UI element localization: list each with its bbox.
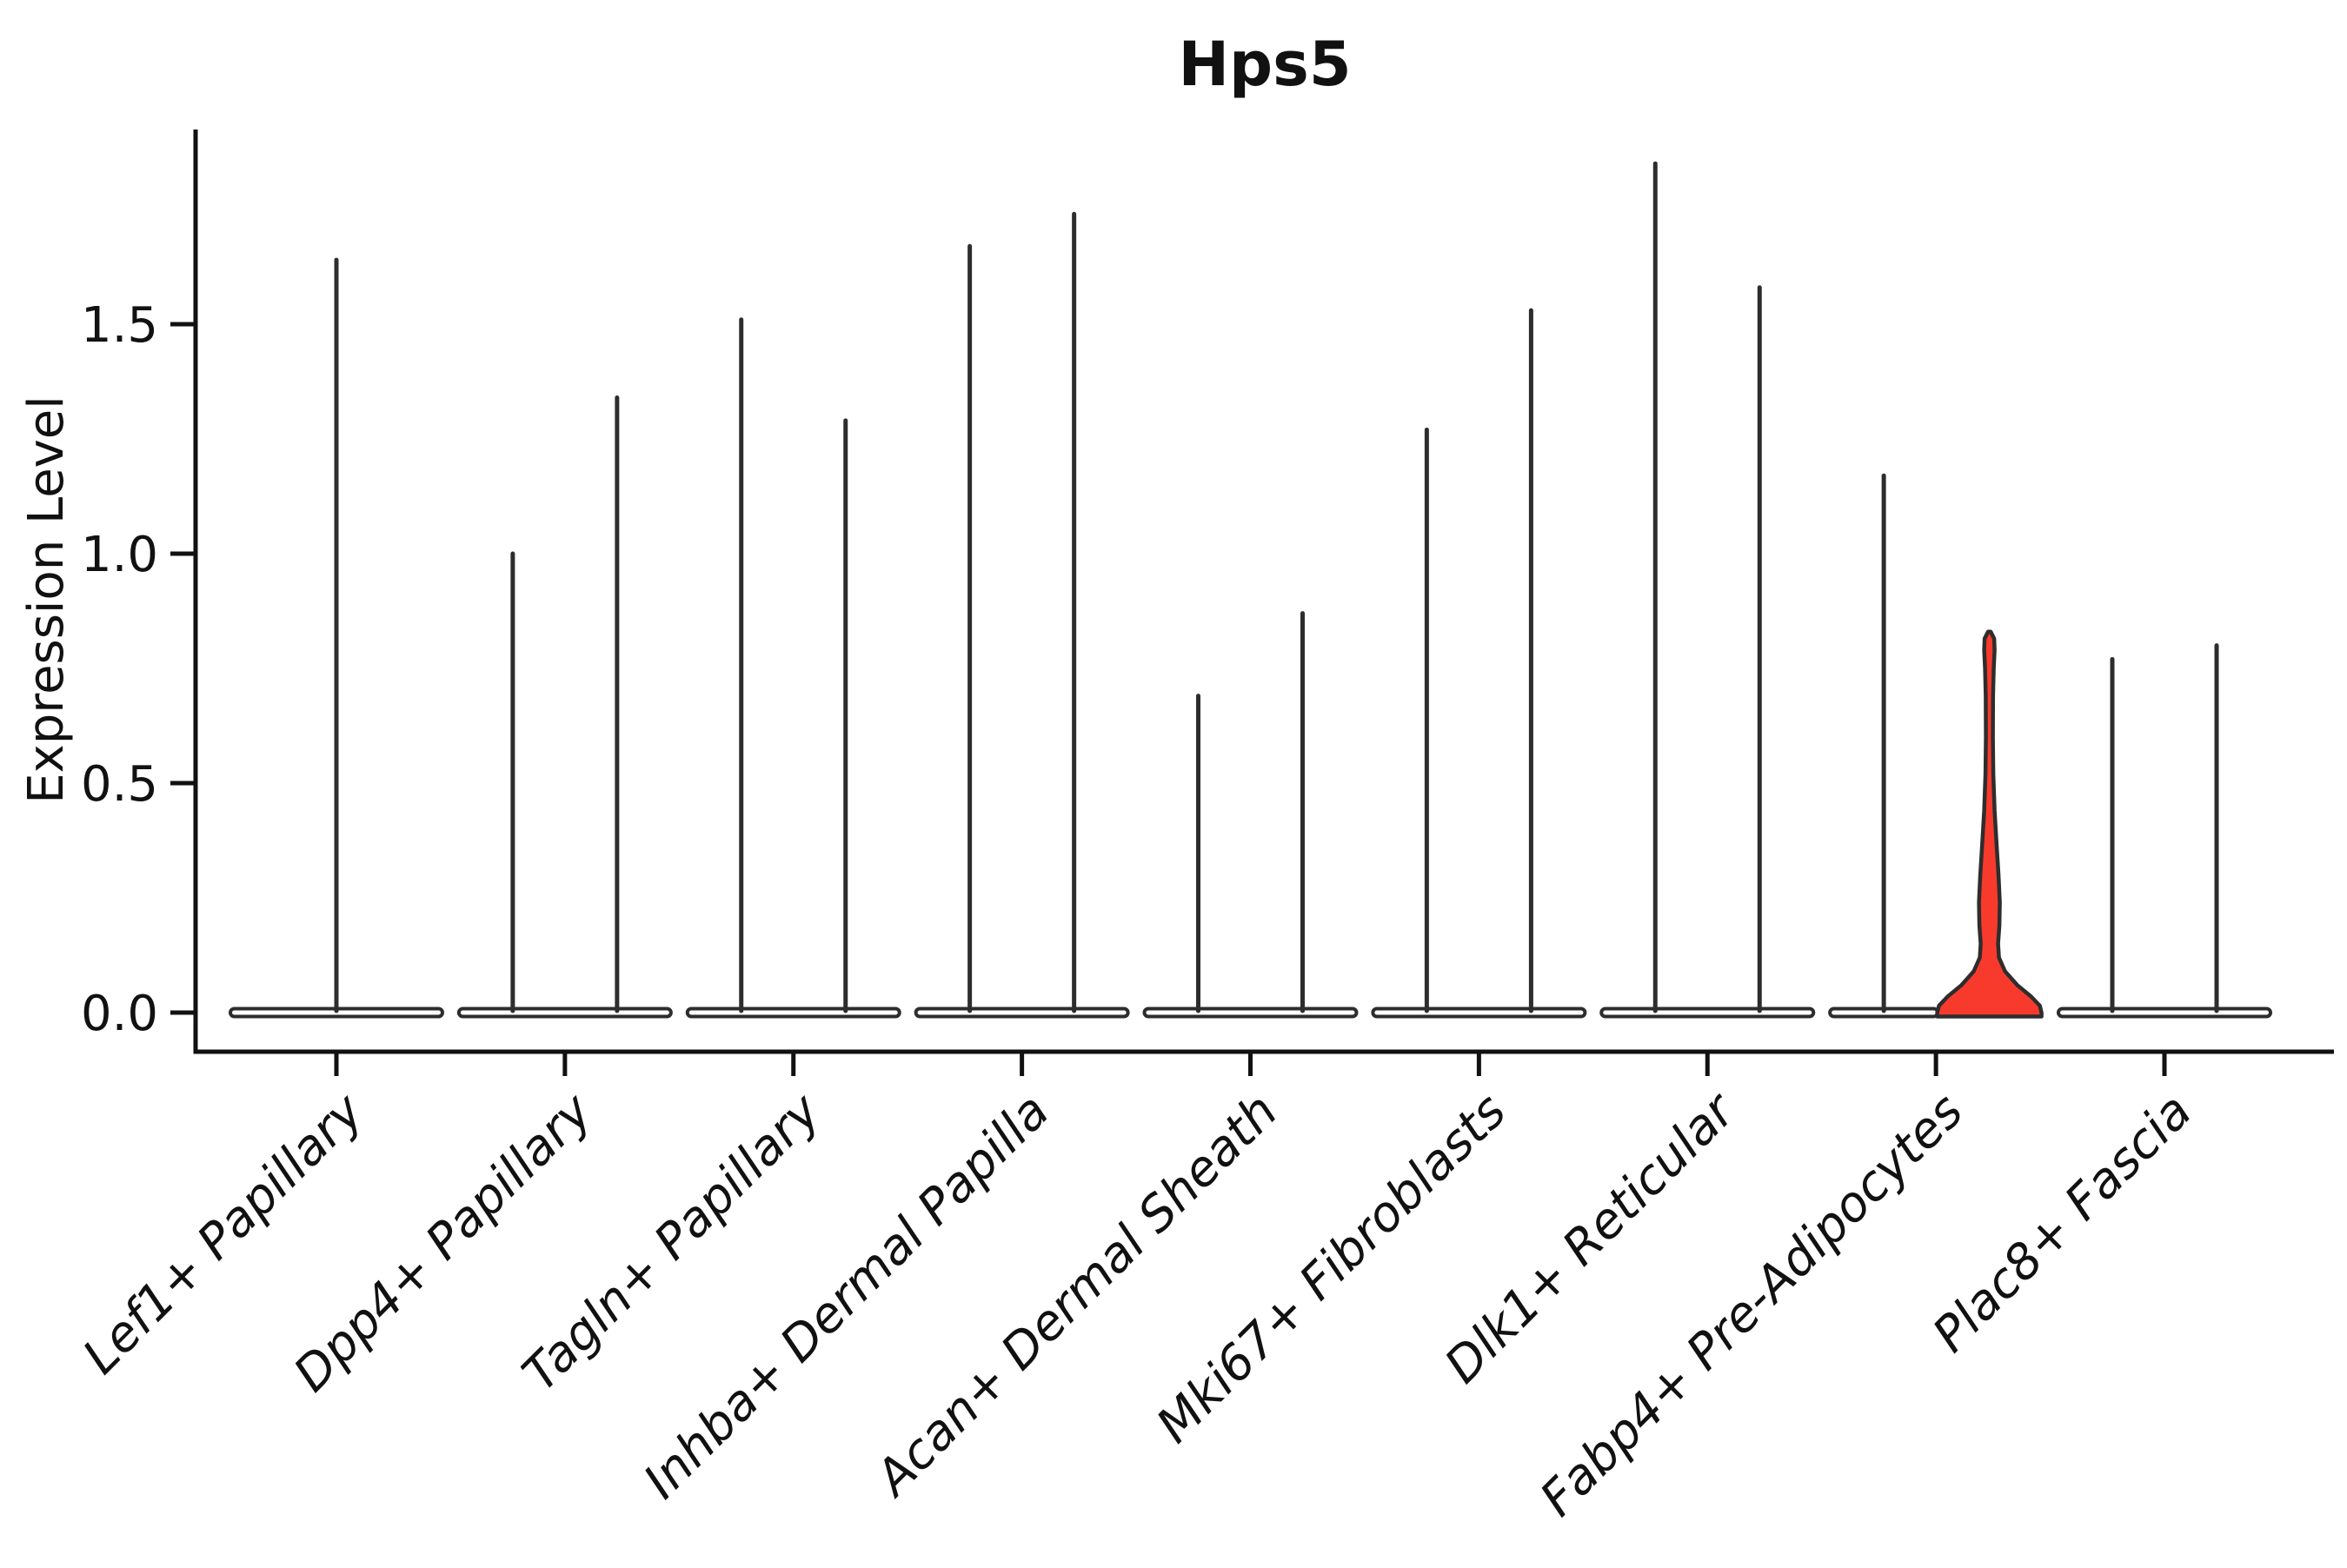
x-tick-label: Acan+ Dermal Sheath [863,1083,1288,1508]
violin-baseline-density [685,1007,901,1019]
violin-baseline-density [914,1007,1130,1019]
violin-group [229,257,444,1019]
violins [229,161,2272,1019]
violin-baseline-density [456,1007,673,1019]
highlighted-violin [1935,629,2044,1019]
chart-title: Hps5 [1178,29,1351,100]
violin-group [1599,161,1816,1019]
y-tick-label: 1.0 [81,527,158,583]
violin-group [1828,473,2044,1019]
violin-group [1142,611,1359,1019]
violin-baseline-density [2057,1007,2272,1019]
violin-group [456,395,673,1019]
violin-group [1371,308,1587,1019]
y-tick-label: 1.5 [81,297,158,354]
violin-group [2057,643,2272,1019]
y-tick-label: 0.5 [81,756,158,813]
x-tick-label: Inhba+ Dermal Papilla [633,1083,1060,1510]
axes [170,130,2334,1076]
y-tick-label: 0.0 [81,986,158,1042]
violin-group [914,211,1130,1019]
y-axis-label: Expression Level [18,395,75,804]
violin-baseline-density [1599,1007,1816,1019]
violin-group [685,317,901,1019]
x-tick-label: Fabp4+ Pre-Adipocytes [1530,1083,1974,1527]
violin-baseline-density [1142,1007,1359,1019]
violin-baseline-density [1371,1007,1587,1019]
